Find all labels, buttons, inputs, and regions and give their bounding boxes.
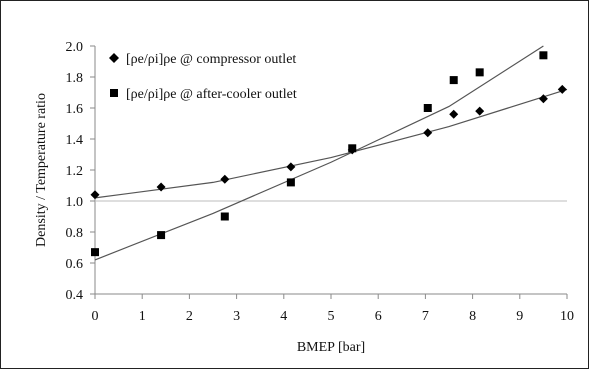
y-tick-label: 1.0 [66, 195, 84, 210]
after-cooler-outlet-point [348, 144, 357, 153]
after-cooler-outlet-point [449, 76, 458, 85]
after-cooler-outlet-point [91, 248, 99, 257]
x-tick-label: 8 [469, 309, 476, 324]
x-tick-label: 0 [92, 309, 99, 324]
after-cooler-outlet-point [157, 231, 166, 240]
compressor-outlet-point [90, 190, 100, 200]
x-tick-label: 5 [328, 309, 335, 324]
after-cooler-outlet-point [539, 51, 548, 60]
y-tick-label: 1.2 [66, 164, 84, 179]
y-tick-label: 0.6 [66, 257, 84, 272]
legend-label-compressor-outlet: [ρe/ρi]ρe @ compressor outlet [126, 52, 296, 67]
legend-label-after-cooler-outlet: [ρe/ρi]ρe @ after-cooler outlet [126, 87, 297, 102]
y-tick-label: 0.4 [66, 288, 84, 303]
x-tick-label: 10 [560, 309, 574, 324]
trendline-layer [94, 45, 568, 261]
y-axis-title: Density / Temperature ratio [34, 93, 49, 247]
compressor-outlet-point [423, 128, 433, 138]
x-tick-label: 6 [375, 309, 382, 324]
after-cooler-outlet-point [220, 212, 229, 221]
axes-layer: 0 1 2 3 4 5 6 7 8 9 10 0.4 0.6 0.8 1.0 1.2 1.4 1.6 1.8 2.0 [66, 40, 575, 324]
compressor-outlet-point [286, 162, 296, 172]
compressor-outlet-trendline [94, 88, 568, 199]
x-tick-label: 2 [186, 309, 193, 324]
after-cooler-outlet-point [286, 178, 295, 187]
compressor-outlet-point [557, 84, 567, 94]
points-layer [90, 51, 567, 257]
y-tick-label: 2.0 [66, 40, 84, 55]
y-tick-label: 1.6 [66, 102, 84, 117]
after-cooler-outlet-point [423, 104, 432, 112]
legend-marker-compressor-outlet [109, 53, 119, 63]
compressor-outlet-point [538, 94, 548, 104]
y-tick-label: 1.8 [66, 71, 84, 86]
after-cooler-outlet-trendline [94, 45, 544, 261]
x-tick-label: 1 [139, 309, 146, 324]
compressor-outlet-point [220, 174, 230, 184]
compressor-outlet-point [475, 106, 485, 116]
x-tick-label: 9 [516, 309, 523, 324]
x-axis-title: BMEP [bar] [297, 340, 365, 355]
compressor-outlet-point [156, 182, 166, 192]
legend-marker-after-cooler-outlet [110, 89, 118, 97]
x-tick-label: 4 [280, 309, 287, 324]
x-tick-label: 3 [233, 309, 240, 324]
after-cooler-outlet-point [475, 68, 484, 77]
y-tick-label: 0.8 [66, 226, 84, 241]
y-tick-label: 1.4 [66, 133, 84, 148]
legend: [ρe/ρi]ρe @ compressor outlet [ρe/ρi]ρe @… [109, 52, 297, 102]
compressor-outlet-point [449, 109, 459, 119]
x-tick-label: 7 [422, 309, 429, 324]
